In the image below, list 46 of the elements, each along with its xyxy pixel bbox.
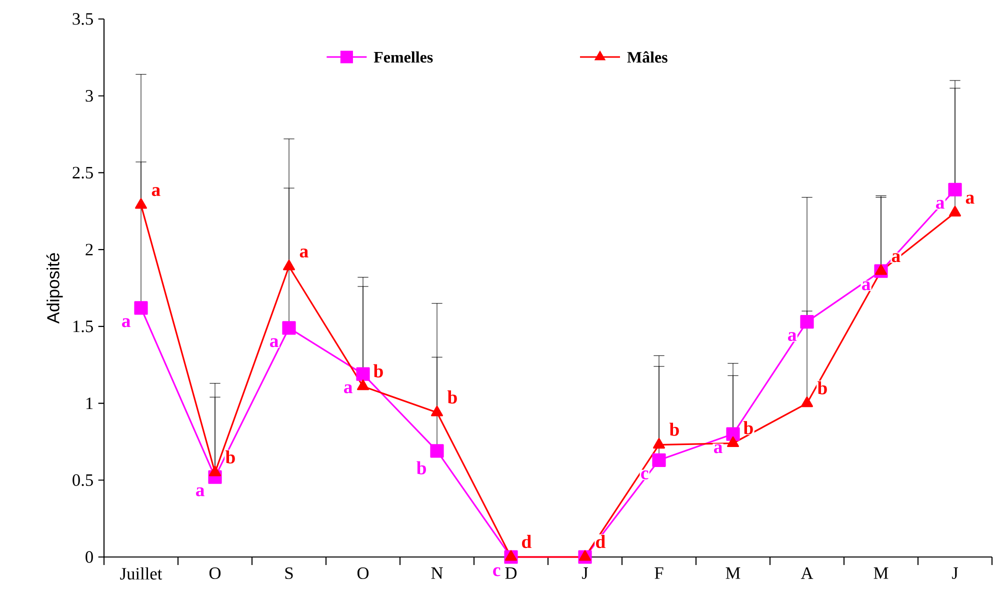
data-label: a [300, 248, 308, 258]
x-tick-label: A [800, 567, 814, 579]
data-label: d [596, 534, 606, 548]
data-label: b [818, 381, 827, 394]
data-label: a [152, 187, 160, 196]
data-label: a [966, 194, 974, 204]
data-label: a [714, 444, 722, 454]
data-label: a [862, 281, 870, 290]
y-tick-label: 2.5 [72, 166, 93, 179]
data-label: b [226, 450, 235, 464]
data-label: a [936, 200, 944, 209]
data-label: d [522, 534, 532, 548]
x-tick-label: S [285, 567, 293, 580]
x-tick-label: F [654, 567, 664, 579]
x-tick-label: O [357, 567, 369, 580]
data-label: b [744, 421, 753, 434]
data-label: a [270, 338, 278, 348]
x-tick-label: J [952, 567, 958, 579]
x-tick-label: J [582, 567, 588, 579]
x-tick-label: M [726, 567, 740, 579]
data-label: b [448, 390, 457, 404]
y-tick-label: 3 [86, 90, 93, 102]
data-label: c [641, 470, 648, 480]
x-tick-label: Juillet [120, 567, 162, 580]
data-label: b [670, 422, 679, 436]
data-label: a [788, 332, 796, 342]
y-tick-label: 0 [86, 551, 93, 563]
y-tick-label: 1.5 [73, 320, 93, 332]
data-label: c [493, 567, 500, 576]
y-tick-label: 2 [86, 244, 93, 256]
x-tick-label: M [874, 567, 888, 579]
x-tick-label: N [431, 567, 443, 579]
x-tick-label: D [505, 567, 517, 579]
x-tick-label: O [209, 567, 221, 580]
data-label: a [344, 384, 352, 394]
y-tick-label: 3.5 [72, 13, 93, 25]
legend-label: Femelles [374, 51, 433, 63]
legend-label: Mâles [627, 51, 668, 63]
data-label: a [122, 318, 130, 328]
data-label: b [416, 461, 426, 474]
y-axis-title: Adiposité [46, 253, 63, 324]
y-tick-label: 1 [86, 398, 93, 410]
data-label: a [892, 253, 900, 262]
y-tick-label: 0.5 [72, 474, 93, 486]
data-label: b [374, 364, 383, 378]
data-label: a [196, 487, 204, 496]
